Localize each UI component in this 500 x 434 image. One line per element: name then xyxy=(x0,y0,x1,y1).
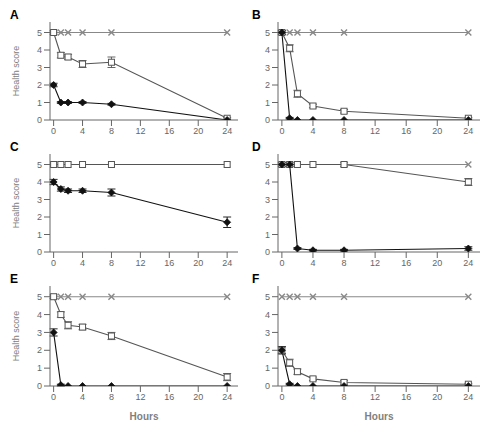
svg-text:24: 24 xyxy=(222,392,232,402)
svg-text:16: 16 xyxy=(401,126,411,136)
svg-text:16: 16 xyxy=(401,392,411,402)
svg-text:3: 3 xyxy=(265,328,270,338)
svg-text:20: 20 xyxy=(193,126,203,136)
svg-text:20: 20 xyxy=(432,258,442,268)
svg-text:1: 1 xyxy=(37,363,42,373)
svg-text:3: 3 xyxy=(265,63,270,73)
svg-text:0: 0 xyxy=(51,258,56,268)
svg-text:4: 4 xyxy=(80,392,85,402)
svg-text:0: 0 xyxy=(279,392,284,402)
svg-text:5: 5 xyxy=(37,160,42,170)
svg-text:12: 12 xyxy=(370,258,380,268)
html-text:E: E xyxy=(10,272,18,286)
html-text:A: A xyxy=(10,8,19,22)
svg-text:0: 0 xyxy=(51,392,56,402)
svg-text:8: 8 xyxy=(109,258,114,268)
svg-text:12: 12 xyxy=(135,126,145,136)
svg-text:0: 0 xyxy=(51,126,56,136)
svg-text:4: 4 xyxy=(265,310,270,320)
svg-text:1: 1 xyxy=(37,230,42,240)
svg-text:0: 0 xyxy=(37,247,42,257)
svg-text:0: 0 xyxy=(265,115,270,125)
svg-text:12: 12 xyxy=(135,392,145,402)
svg-text:20: 20 xyxy=(193,392,203,402)
svg-text:3: 3 xyxy=(37,63,42,73)
svg-text:2: 2 xyxy=(37,80,42,90)
svg-text:16: 16 xyxy=(164,126,174,136)
svg-text:1: 1 xyxy=(265,363,270,373)
svg-text:12: 12 xyxy=(370,126,380,136)
svg-text:4: 4 xyxy=(310,258,315,268)
svg-text:20: 20 xyxy=(432,392,442,402)
svg-text:12: 12 xyxy=(135,258,145,268)
svg-text:4: 4 xyxy=(310,126,315,136)
svg-text:3: 3 xyxy=(265,195,270,205)
svg-text:5: 5 xyxy=(37,28,42,38)
html-text:B: B xyxy=(252,8,261,22)
svg-text:8: 8 xyxy=(342,126,347,136)
svg-text:0: 0 xyxy=(265,381,270,391)
svg-text:0: 0 xyxy=(265,247,270,257)
svg-text:0: 0 xyxy=(279,258,284,268)
svg-text:5: 5 xyxy=(37,292,42,302)
svg-text:2: 2 xyxy=(37,212,42,222)
svg-text:Health score: Health score xyxy=(11,178,21,229)
svg-text:2: 2 xyxy=(37,345,42,355)
svg-text:4: 4 xyxy=(37,310,42,320)
svg-text:24: 24 xyxy=(463,258,473,268)
svg-text:Health score: Health score xyxy=(11,311,21,362)
svg-text:24: 24 xyxy=(222,126,232,136)
svg-text:Hours: Hours xyxy=(130,411,159,422)
svg-text:Hours: Hours xyxy=(365,411,394,422)
svg-text:4: 4 xyxy=(37,45,42,55)
svg-text:1: 1 xyxy=(265,98,270,108)
svg-text:5: 5 xyxy=(265,292,270,302)
svg-text:0: 0 xyxy=(37,381,42,391)
svg-text:5: 5 xyxy=(265,28,270,38)
svg-text:3: 3 xyxy=(37,328,42,338)
svg-text:20: 20 xyxy=(432,126,442,136)
svg-text:4: 4 xyxy=(310,392,315,402)
svg-text:5: 5 xyxy=(265,160,270,170)
svg-text:0: 0 xyxy=(279,126,284,136)
svg-text:20: 20 xyxy=(193,258,203,268)
svg-text:16: 16 xyxy=(164,258,174,268)
svg-text:8: 8 xyxy=(342,258,347,268)
svg-text:4: 4 xyxy=(265,45,270,55)
svg-text:Health score: Health score xyxy=(11,46,21,97)
svg-text:2: 2 xyxy=(265,80,270,90)
svg-text:24: 24 xyxy=(463,126,473,136)
svg-text:1: 1 xyxy=(265,230,270,240)
svg-text:16: 16 xyxy=(401,258,411,268)
svg-text:4: 4 xyxy=(265,177,270,187)
svg-text:1: 1 xyxy=(37,98,42,108)
svg-text:24: 24 xyxy=(222,258,232,268)
svg-text:4: 4 xyxy=(80,258,85,268)
svg-text:2: 2 xyxy=(265,212,270,222)
html-text:D: D xyxy=(252,140,261,154)
svg-text:2: 2 xyxy=(265,345,270,355)
svg-text:8: 8 xyxy=(342,392,347,402)
svg-text:12: 12 xyxy=(370,392,380,402)
html-text:C: C xyxy=(10,140,19,154)
svg-text:8: 8 xyxy=(109,126,114,136)
svg-text:3: 3 xyxy=(37,195,42,205)
svg-text:8: 8 xyxy=(109,392,114,402)
svg-text:0: 0 xyxy=(37,115,42,125)
svg-text:4: 4 xyxy=(37,177,42,187)
svg-text:4: 4 xyxy=(80,126,85,136)
html-text:F: F xyxy=(252,272,260,286)
svg-text:24: 24 xyxy=(463,392,473,402)
svg-text:16: 16 xyxy=(164,392,174,402)
